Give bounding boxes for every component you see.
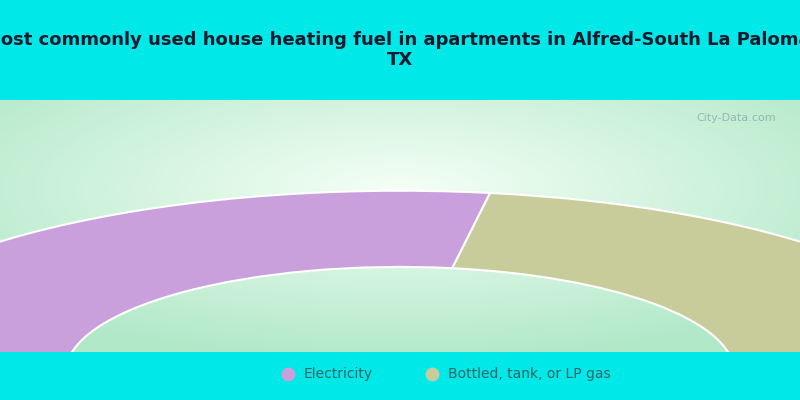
Text: Most commonly used house heating fuel in apartments in Alfred-South La Paloma,
T: Most commonly used house heating fuel in… [0,31,800,69]
Text: City-Data.com: City-Data.com [696,113,776,122]
Wedge shape [452,193,800,372]
Wedge shape [0,191,490,372]
Text: Electricity: Electricity [304,367,373,381]
Text: Bottled, tank, or LP gas: Bottled, tank, or LP gas [448,367,610,381]
